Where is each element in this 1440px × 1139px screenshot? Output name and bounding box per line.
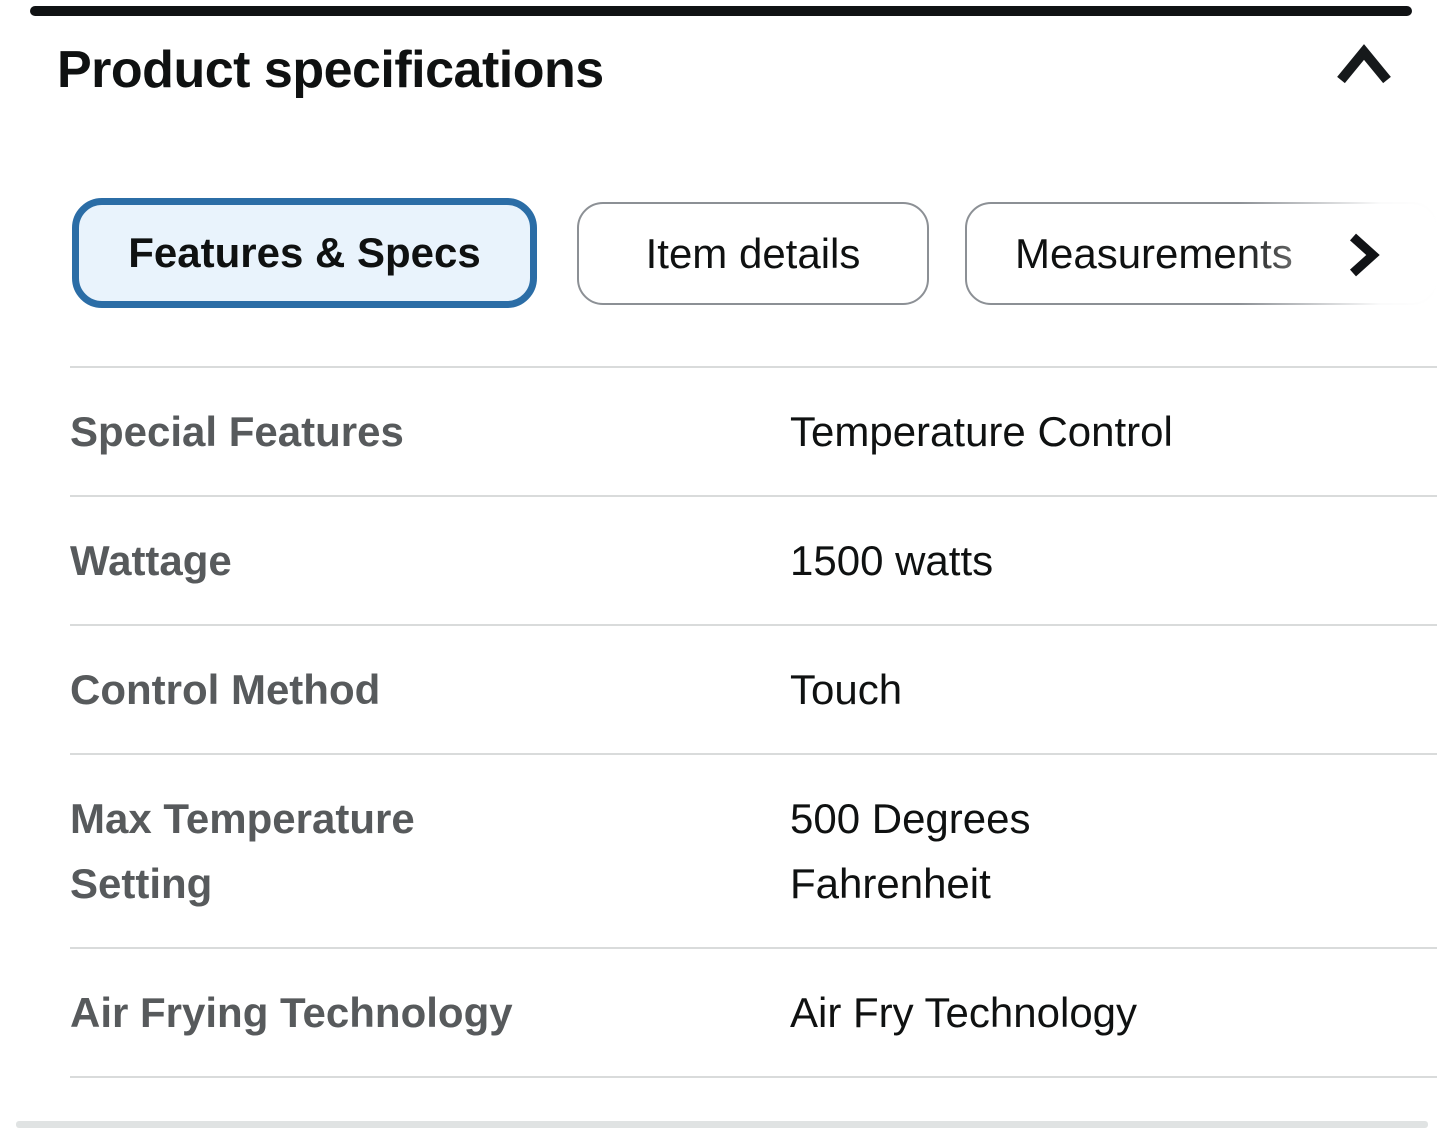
spec-value: Temperature Control [790,408,1173,455]
spec-value: 1500 watts [790,537,994,584]
table-row: Wattage 1500 watts [70,495,1437,624]
tab-features-and-specs[interactable]: Features & Specs [72,198,537,308]
table-row: Special Features Temperature Control [70,366,1437,495]
spec-label: Wattage [70,537,232,584]
section-divider [16,1121,1428,1128]
spec-table: Special Features Temperature Control Wat… [70,366,1437,1078]
spec-value: Touch [790,666,903,713]
chevron-right-icon [1346,230,1380,280]
spec-value: Air Fry Technology [790,989,1138,1036]
spec-label: Max Temperature Setting [70,795,415,907]
table-row: Max Temperature Setting 500 Degrees Fahr… [70,753,1437,947]
spec-value: 500 Degrees Fahrenheit [790,795,1031,907]
page-title: Product specifications [57,41,604,99]
tab-item-details[interactable]: Item details [577,202,929,305]
spec-label: Air Frying Technology [70,989,513,1036]
spec-label: Special Features [70,408,404,455]
collapse-section-button[interactable] [1326,36,1402,96]
spec-label: Control Method [70,666,381,713]
tab-label: Item details [645,229,861,277]
table-row: Air Frying Technology Air Fry Technology [70,947,1437,1078]
carousel-scrubber-bar [30,6,1412,16]
table-row: Control Method Touch [70,624,1437,753]
tab-label: Measurements [1015,229,1293,277]
tab-label: Features & Specs [128,229,481,276]
chevron-up-icon [1333,42,1395,91]
